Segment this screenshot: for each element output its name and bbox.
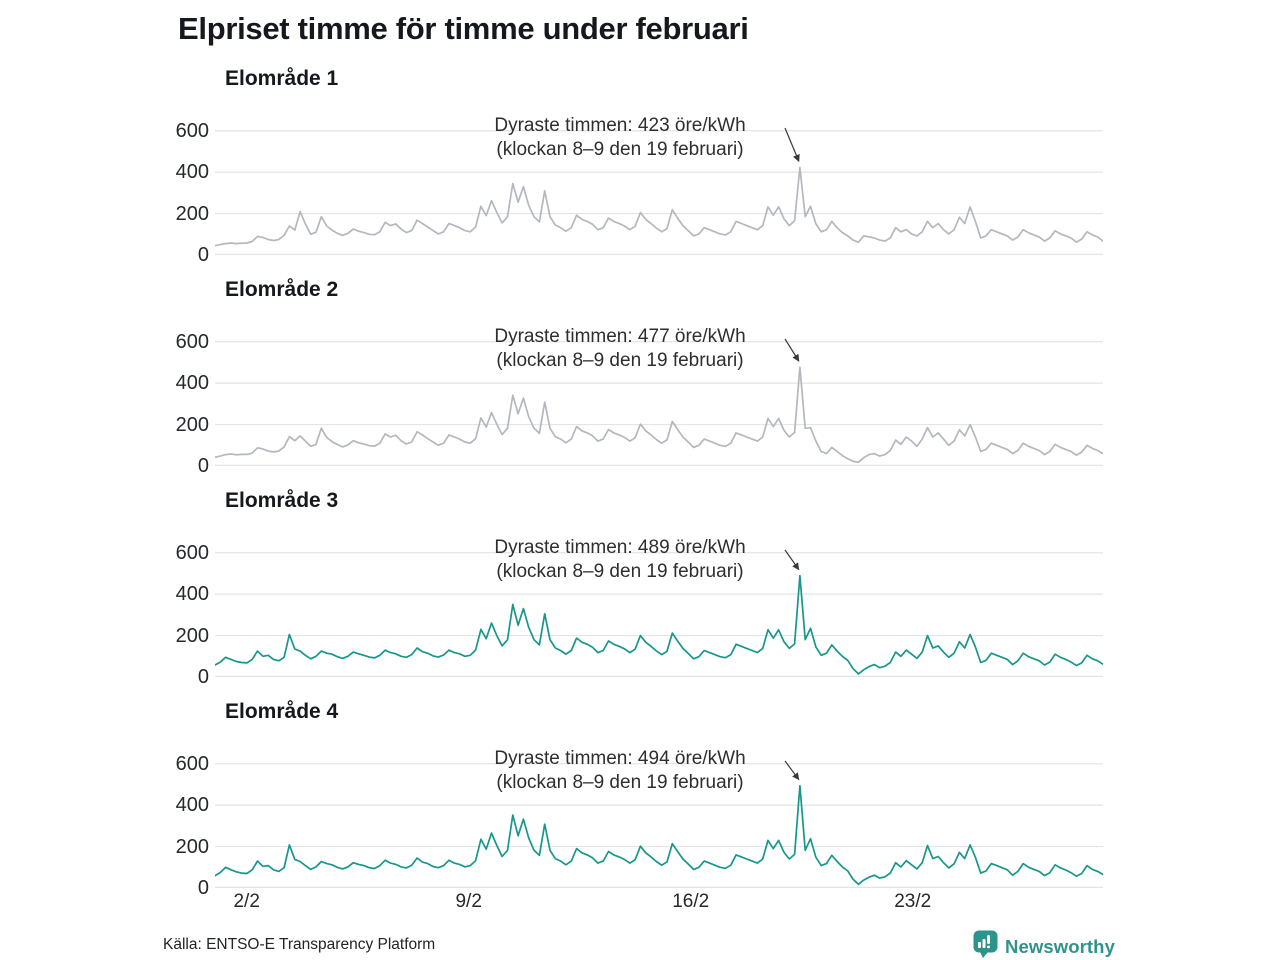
subplot-elomrade-1: Elområde 1 600 400 200 0 Dyraste timmen: 423 … — [163, 66, 1103, 266]
subplot-title: Elområde 3 — [225, 489, 339, 512]
y-axis-tick-label: 0 — [197, 877, 209, 899]
newsworthy-logo: Newsworthy — [973, 930, 1115, 960]
y-axis: 600 400 200 0 — [163, 110, 215, 266]
y-axis-tick-label: 400 — [175, 583, 209, 606]
y-axis-tick-label: 0 — [197, 244, 209, 266]
source-credit: Källa: ENTSO-E Transparency Platform — [163, 936, 436, 953]
x-axis-tick-label: 9/2 — [455, 891, 482, 912]
y-axis-tick-label: 600 — [175, 541, 209, 564]
annotation-line-2: (klockan 8–9 den 19 februari) — [496, 561, 744, 582]
x-axis: 2/2 9/2 16/2 23/2 — [215, 888, 1103, 918]
y-axis: 600 400 200 0 — [163, 532, 215, 688]
annotation-arrow — [784, 549, 800, 571]
price-line — [215, 784, 1103, 886]
price-line-chart — [215, 760, 1103, 888]
y-axis: 600 400 200 0 — [163, 321, 215, 477]
annotation-line-2: (klockan 8–9 den 19 februari) — [496, 772, 744, 793]
y-axis-tick-label: 400 — [175, 794, 209, 817]
charts-container: Elområde 1 600 400 200 0 Dyraste timmen: 423 … — [163, 66, 1103, 940]
y-axis: 600 400 200 0 — [163, 743, 215, 899]
subplot-title: Elområde 4 — [225, 700, 339, 723]
y-axis-tick-label: 200 — [175, 624, 209, 647]
peak-annotation: Dyraste timmen: 477 öre/kWh (klockan 8–9 … — [494, 325, 745, 373]
y-axis-tick-label: 600 — [175, 119, 209, 142]
x-axis-tick-label: 16/2 — [672, 891, 710, 912]
subplot-elomrade-3: Elområde 3 600 400 200 0 Dyraste timmen: 489 … — [163, 488, 1103, 688]
x-axis-tick-label: 2/2 — [233, 891, 260, 912]
annotation-line-1: Dyraste timmen: 489 öre/kWh — [494, 537, 746, 558]
y-axis-tick-label: 200 — [175, 202, 209, 225]
peak-annotation: Dyraste timmen: 423 öre/kWh (klockan 8–9 … — [494, 114, 745, 162]
annotation-arrow — [784, 338, 800, 362]
y-axis-tick-label: 200 — [175, 413, 209, 436]
annotation-arrow — [784, 127, 800, 162]
y-axis-tick-label: 600 — [175, 752, 209, 775]
y-axis-tick-label: 200 — [175, 835, 209, 858]
peak-annotation: Dyraste timmen: 494 öre/kWh (klockan 8–9 … — [494, 747, 745, 795]
price-line — [215, 366, 1103, 464]
price-line — [215, 574, 1103, 675]
chart-main-title: Elpriset timme för timme under februari — [178, 11, 749, 46]
annotation-line-1: Dyraste timmen: 494 öre/kWh — [494, 748, 746, 769]
subplot-elomrade-4: Elområde 4 600 400 200 0 Dyraste timmen: 494 … — [163, 699, 1103, 918]
price-line-chart — [215, 127, 1103, 255]
price-line — [215, 166, 1103, 247]
annotation-line-2: (klockan 8–9 den 19 februari) — [496, 350, 744, 371]
y-axis-tick-label: 0 — [197, 455, 209, 477]
peak-annotation: Dyraste timmen: 489 öre/kWh (klockan 8–9 … — [494, 536, 745, 584]
y-axis-tick-label: 600 — [175, 330, 209, 353]
subplot-title: Elområde 1 — [225, 67, 339, 90]
subplot-title: Elområde 2 — [225, 278, 339, 301]
newsworthy-logo-icon — [973, 930, 998, 960]
price-line-chart — [215, 549, 1103, 677]
price-line-chart — [215, 338, 1103, 466]
y-axis-tick-label: 400 — [175, 161, 209, 184]
y-axis-tick-label: 400 — [175, 372, 209, 395]
annotation-arrow — [784, 760, 800, 781]
y-axis-tick-label: 0 — [197, 666, 209, 688]
annotation-line-1: Dyraste timmen: 423 öre/kWh — [494, 115, 746, 136]
subplot-elomrade-2: Elområde 2 600 400 200 0 Dyraste timmen: 477 … — [163, 277, 1103, 477]
annotation-line-1: Dyraste timmen: 477 öre/kWh — [494, 326, 746, 347]
annotation-line-2: (klockan 8–9 den 19 februari) — [496, 139, 744, 160]
newsworthy-wordmark: Newsworthy — [1005, 935, 1115, 957]
x-axis-tick-label: 23/2 — [894, 891, 932, 912]
